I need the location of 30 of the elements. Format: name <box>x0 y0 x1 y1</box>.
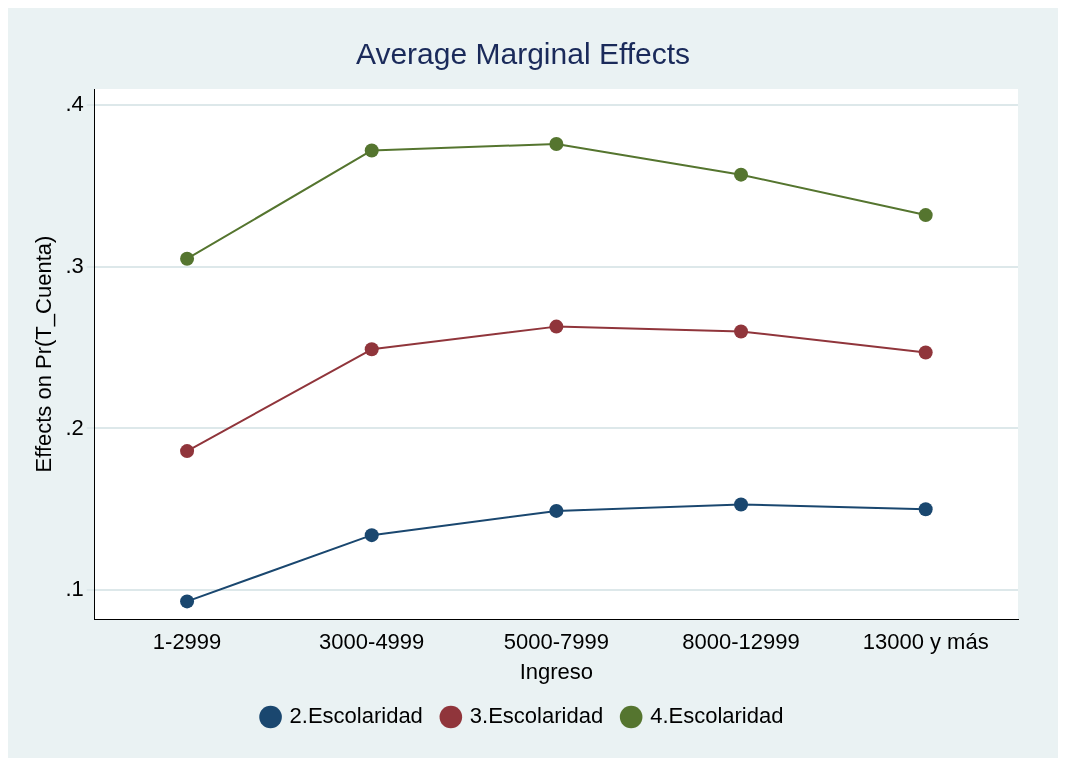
x-tick-label: 3000-4999 <box>319 629 425 655</box>
point <box>549 136 564 151</box>
y-tick-label: .3 <box>65 252 84 278</box>
point <box>364 528 379 543</box>
x-tick-label: 8000-12999 <box>682 629 800 655</box>
point <box>918 345 933 360</box>
point <box>918 502 933 517</box>
y-tick-label: .1 <box>65 576 84 602</box>
legend-label: 2.Escolaridad <box>289 703 423 729</box>
point <box>364 143 379 158</box>
point <box>180 444 195 459</box>
x-axis-title: Ingreso <box>519 658 594 684</box>
point <box>180 251 195 266</box>
legend-label: 3.Escolaridad <box>469 703 604 729</box>
point <box>918 208 933 223</box>
y-tick-label: .2 <box>65 414 84 440</box>
point <box>734 324 749 339</box>
legend-label: 4.Escolaridad <box>650 703 784 729</box>
x-tick-label: 5000-7999 <box>503 629 609 655</box>
x-tick-label: 13000 y más <box>862 629 989 655</box>
x-tick-label: 1-2999 <box>152 629 222 655</box>
point <box>180 594 195 609</box>
point <box>734 167 749 182</box>
y-axis-title: Effects on Pr(T_Cuenta) <box>31 235 57 473</box>
y-tick-label: .4 <box>65 91 84 117</box>
point <box>364 342 379 357</box>
chart-title: Average Marginal Effects <box>355 37 691 71</box>
point <box>549 319 564 334</box>
point <box>549 503 564 518</box>
point <box>734 497 749 512</box>
